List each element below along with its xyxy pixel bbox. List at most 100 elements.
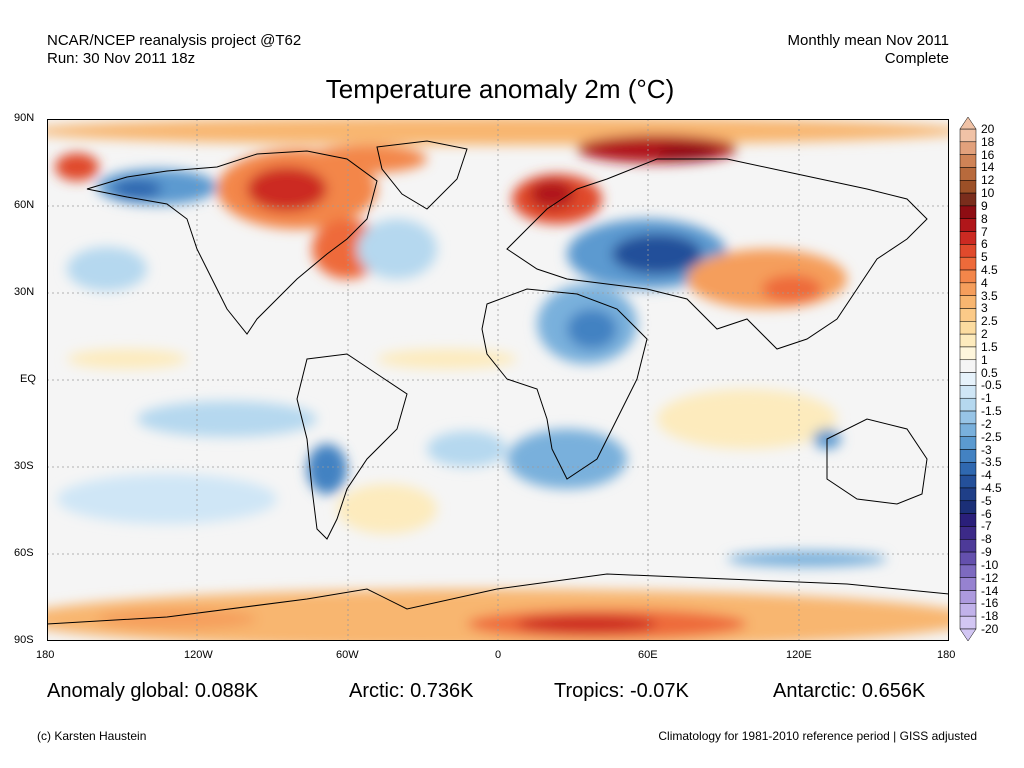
antarctic-anomaly: Antarctic: 0.656K: [773, 680, 926, 702]
colorbar-swatch: [959, 410, 977, 425]
run-label: Run: 30 Nov 2011 18z: [47, 50, 196, 67]
reference-note: Climatology for 1981-2010 reference peri…: [658, 729, 977, 743]
colorbar: [959, 117, 977, 641]
colorbar-tick-label: 12: [981, 173, 995, 188]
colorbar-swatch: [959, 321, 977, 335]
colorbar-tick-label: 5: [981, 250, 988, 265]
colorbar-swatch: [959, 192, 977, 207]
colorbar-tick-label: 3.5: [981, 288, 998, 303]
lon-label: 120W: [184, 649, 213, 661]
colorbar-swatch: [959, 487, 977, 502]
colorbar-swatch: [959, 141, 977, 155]
lat-label: 30S: [14, 460, 34, 472]
colorbar-swatch: [959, 526, 977, 540]
colorbar-tick-label: 6: [981, 237, 988, 252]
colorbar-tick-label: 20: [981, 122, 995, 136]
lon-label: 180: [36, 649, 55, 661]
colorbar-swatch: [959, 474, 977, 489]
colorbar-swatch: [959, 513, 977, 527]
colorbar-tick-label: -20: [981, 622, 999, 636]
colorbar-swatch: [959, 551, 977, 566]
colorbar-swatch: [959, 205, 977, 219]
colorbar-tick-label: 0.5: [981, 365, 998, 380]
colorbar-swatch: [959, 346, 977, 361]
colorbar-tick-label: -16: [981, 596, 999, 611]
lon-label: 60E: [638, 649, 658, 661]
colorbar-swatch: [959, 603, 977, 617]
colorbar-swatch: [959, 180, 977, 194]
colorbar-tick-label: 18: [981, 134, 995, 149]
colorbar-tick-label: -2.5: [981, 429, 1002, 444]
colorbar-tick-label: -3.5: [981, 455, 1002, 470]
colorbar-tick-label: 2: [981, 327, 988, 342]
colorbar-labels: 20 18 16 14 12 10 9 8 7 6 5 4.5 4 3.5 3 2.5 2 1.5 1 0.5 -0.5…: [981, 0, 1024, 768]
source-label: NCAR/NCEP reanalysis project @T62: [47, 32, 302, 49]
colorbar-swatch: [959, 167, 977, 181]
colorbar-tick-label: 8: [981, 211, 988, 226]
colorbar-tick-label: -6: [981, 506, 992, 521]
colorbar-tick-label: -4: [981, 468, 992, 483]
colorbar-tick-label: 4: [981, 275, 988, 290]
colorbar-tick-label: -12: [981, 570, 999, 585]
colorbar-swatch: [959, 462, 977, 476]
status-label: Complete: [884, 50, 949, 67]
colorbar-tick-label: -0.5: [981, 378, 1002, 393]
colorbar-tick-label: -7: [981, 519, 992, 534]
arctic-anomaly: Arctic: 0.736K: [349, 680, 474, 702]
colorbar-swatch: [959, 539, 977, 553]
page-title: Temperature anomaly 2m (°C): [325, 74, 675, 104]
colorbar-swatch: [959, 269, 977, 284]
colorbar-tick-label: 9: [981, 198, 988, 213]
graticule: [47, 119, 949, 641]
global-anomaly: Anomaly global: 0.088K: [47, 680, 259, 702]
lat-label: 90N: [14, 112, 35, 124]
colorbar-tick-label: -18: [981, 609, 999, 624]
lon-label: 120E: [786, 649, 812, 661]
colorbar-tick-label: -9: [981, 545, 992, 560]
colorbar-swatch: [959, 423, 977, 437]
anomaly-map: [47, 119, 949, 641]
colorbar-tick-label: -5: [981, 493, 992, 508]
colorbar-swatch: [959, 500, 977, 514]
colorbar-tick-label: 2.5: [981, 314, 998, 329]
colorbar-tick-label: -14: [981, 583, 999, 598]
map-frame: [47, 119, 949, 641]
lat-label: 60S: [14, 547, 34, 559]
colorbar-swatch: [959, 590, 977, 604]
colorbar-swatch: [959, 154, 977, 168]
colorbar-swatch: [959, 256, 977, 271]
lon-label: 180: [937, 649, 956, 661]
credit: (c) Karsten Haustein: [37, 729, 147, 743]
colorbar-swatch: [959, 397, 977, 412]
colorbar-max-arrow: [959, 117, 977, 130]
lat-label: 60N: [14, 199, 35, 211]
lon-label: 0: [495, 649, 502, 661]
colorbar-swatch: [959, 333, 977, 348]
tropics-anomaly: Tropics: -0.07K: [554, 680, 689, 702]
anomaly-field: [47, 119, 949, 641]
colorbar-tick-label: 1.5: [981, 339, 998, 354]
colorbar-tick-label: -10: [981, 557, 999, 572]
period-label: Monthly mean Nov 2011: [787, 32, 949, 49]
coastlines: [47, 140, 949, 625]
colorbar-swatch: [959, 295, 977, 309]
colorbar-swatch: [959, 385, 977, 399]
colorbar-swatch: [959, 244, 977, 258]
colorbar-swatch: [959, 449, 977, 463]
colorbar-tick-label: 3: [981, 301, 988, 316]
lon-label: 60W: [336, 649, 359, 661]
colorbar-tick-label: -3: [981, 442, 992, 457]
colorbar-tick-label: -4.5: [981, 480, 1002, 495]
colorbar-swatch: [959, 372, 977, 386]
colorbar-swatch: [959, 564, 977, 578]
colorbar-tick-label: 10: [981, 186, 995, 201]
colorbar-tick-label: -1.5: [981, 404, 1002, 419]
colorbar-tick-label: 14: [981, 160, 995, 175]
colorbar-swatch: [959, 231, 977, 245]
lat-label: EQ: [20, 373, 36, 385]
colorbar-swatch: [959, 282, 977, 296]
colorbar-swatch: [959, 359, 977, 373]
colorbar-swatch: [959, 615, 977, 630]
colorbar-swatch: [959, 218, 977, 232]
colorbar-tick-label: -8: [981, 532, 992, 547]
